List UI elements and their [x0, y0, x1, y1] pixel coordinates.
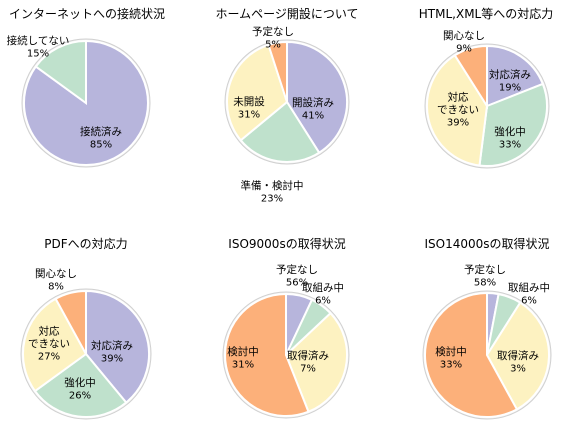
slice-percent-label: 85%	[90, 139, 112, 150]
slice-percent-label: 58%	[474, 277, 496, 288]
slice-label: できない	[28, 338, 70, 350]
pie-slice	[34, 39, 87, 105]
pie-slice	[226, 43, 289, 142]
slice-percent-label: 19%	[499, 82, 521, 93]
chart-title: インターネットへの接続状況	[9, 6, 165, 21]
pie-slice	[424, 291, 519, 418]
slice-percent-label: 31%	[232, 359, 254, 370]
slice-percent-label: 39%	[101, 353, 123, 364]
chart-title: ISO9000sの取得状況	[228, 236, 345, 251]
slice-percent-label: 27%	[38, 352, 60, 363]
pie-slice	[85, 289, 150, 404]
slice-label: 強化中	[64, 376, 96, 389]
slice-label: 取得済み	[497, 349, 539, 362]
pie-slice	[267, 40, 288, 103]
chart-title: HTML,XML等への対応力	[419, 7, 553, 21]
slice-percent-label: 39%	[447, 118, 469, 129]
slice-label: 強化中	[494, 125, 526, 138]
chart-title: ホームページ開設について	[215, 6, 358, 21]
pie-slice	[453, 44, 488, 110]
slice-label: できない	[437, 104, 479, 116]
slice-label: 接続済み	[80, 125, 122, 138]
chart-title: ISO14000sの取得状況	[424, 236, 549, 251]
slice-label: 取組み中	[508, 281, 550, 294]
slice-label: 開設済み	[292, 96, 334, 109]
slice-percent-label: 33%	[440, 359, 462, 370]
pie-slice	[284, 311, 348, 414]
slice-percent-label: 33%	[499, 139, 521, 150]
slice-percent-label: 7%	[300, 363, 316, 374]
slice-percent-label: 26%	[69, 390, 91, 401]
slice-label: 対応	[39, 325, 60, 338]
slice-percent-label: 3%	[510, 363, 526, 374]
slice-label: 関心なし	[35, 268, 77, 280]
slice-percent-label: 8%	[48, 281, 64, 292]
slice-percent-label: 23%	[261, 193, 283, 204]
slice-label: 予定なし	[276, 263, 318, 276]
pie-slice	[486, 44, 545, 108]
slice-percent-label: 5%	[265, 39, 281, 50]
slice-label: 予定なし	[252, 25, 294, 38]
slice-percent-label: 41%	[302, 110, 324, 121]
slice-label: 取得済み	[287, 349, 329, 362]
slice-label: 関心なし	[443, 30, 485, 42]
slice-percent-label: 31%	[238, 109, 260, 120]
pie-slice	[239, 100, 321, 163]
slice-percent-label: 56%	[286, 277, 308, 288]
slice-percent-label: 6%	[521, 295, 537, 306]
slice-label: 準備・検討中	[241, 179, 304, 192]
pie-slice	[54, 289, 87, 355]
pie-slice	[224, 292, 310, 417]
pie-slice	[33, 352, 128, 418]
slice-percent-label: 9%	[456, 43, 472, 54]
slice-label: 取組み中	[302, 281, 344, 294]
slice-label: 検討中	[227, 345, 259, 358]
slice-label: 予定なし	[464, 263, 506, 276]
pie-slice	[478, 82, 548, 167]
slice-label: 対応済み	[91, 339, 133, 352]
chart-title: PDFへの対応力	[44, 237, 127, 251]
slice-label: 未開設	[233, 95, 265, 108]
slice-percent-label: 15%	[27, 48, 49, 59]
slice-label: 接続してない	[7, 34, 70, 47]
slice-label: 対応済み	[489, 68, 531, 81]
slice-label: 対応	[448, 91, 469, 104]
pie-slice	[22, 297, 88, 393]
slice-percent-label: 6%	[315, 295, 331, 306]
slice-label: 検討中	[435, 345, 467, 358]
